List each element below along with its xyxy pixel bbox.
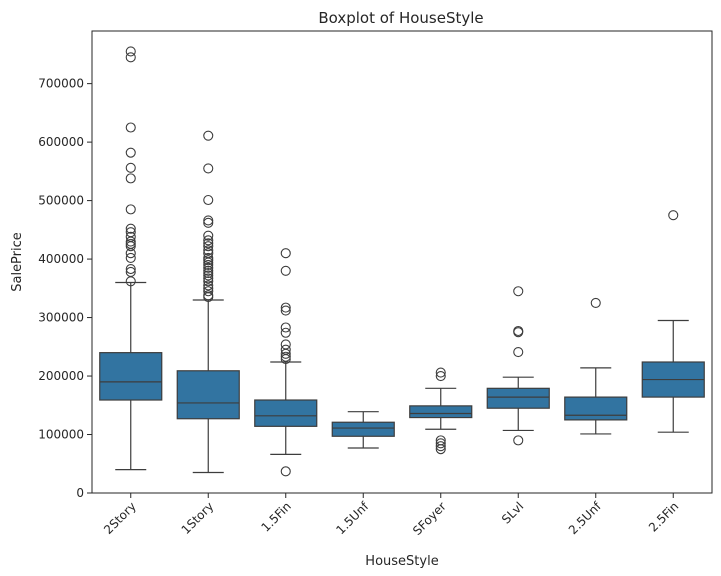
outlier-point: [435, 438, 446, 449]
outlier-point: [435, 367, 446, 378]
outlier-point: [125, 52, 136, 63]
outlier-point: [203, 255, 214, 266]
x-tick-label: 2.5Fin: [646, 499, 681, 534]
outlier-point: [203, 248, 214, 259]
outlier-point: [513, 435, 524, 446]
outlier-point: [125, 223, 136, 234]
outlier-point: [280, 351, 291, 362]
y-tick-label: 300000: [38, 311, 84, 325]
outlier-point: [280, 322, 291, 333]
outlier-point: [203, 283, 214, 294]
x-axis-title: HouseStyle: [365, 554, 438, 569]
outlier-point: [280, 344, 291, 355]
outlier-point: [590, 297, 601, 308]
x-tick-label: 2.5Unf: [566, 499, 605, 538]
outlier-point: [280, 305, 291, 316]
outlier-point: [203, 215, 214, 226]
y-tick-label: 700000: [38, 77, 84, 91]
outlier-point: [203, 130, 214, 141]
outlier-point: [125, 227, 136, 238]
box-group-2-5unf: [564, 297, 628, 435]
iqr-box: [99, 352, 163, 401]
outlier-point: [203, 280, 214, 291]
box-group-sfoyer: [409, 367, 473, 455]
outlier-point: [203, 241, 214, 252]
y-tick-label: 100000: [38, 428, 84, 442]
outlier-point: [125, 263, 136, 275]
y-tick-label: 500000: [38, 194, 84, 208]
box-group-2-5fin: [641, 210, 705, 433]
y-axis-title: SalePrice: [10, 232, 25, 292]
outlier-point: [125, 162, 136, 173]
outlier-point: [125, 46, 136, 57]
outlier-point: [668, 210, 679, 221]
outlier-point: [280, 339, 291, 350]
outlier-point: [513, 347, 524, 358]
box-group-1-5unf: [331, 411, 395, 449]
outlier-point: [125, 231, 136, 242]
outlier-point: [203, 259, 214, 270]
outlier-point: [203, 270, 214, 281]
y-tick-label: 200000: [38, 369, 84, 383]
outlier-point: [203, 235, 214, 246]
x-tick-label: SFoyer: [410, 499, 449, 538]
outlier-point: [125, 147, 136, 158]
outlier-point: [203, 194, 214, 206]
outlier-point: [203, 217, 214, 228]
outlier-point: [125, 238, 136, 249]
outlier-point: [203, 252, 214, 263]
x-tick-label: 1.5Unf: [333, 499, 372, 538]
outlier-point: [203, 262, 214, 273]
outlier-point: [280, 327, 291, 338]
iqr-box: [331, 421, 395, 437]
outlier-point: [435, 435, 446, 446]
outlier-point: [203, 265, 214, 276]
outlier-point: [513, 325, 524, 337]
outlier-point: [203, 268, 214, 279]
outlier-point: [125, 204, 136, 215]
box-group-1story: [176, 130, 240, 474]
outlier-point: [435, 441, 446, 452]
outlier-point: [203, 273, 214, 284]
outlier-point: [203, 245, 214, 256]
iqr-box: [176, 370, 240, 420]
outlier-point: [280, 302, 291, 313]
outlier-point: [513, 286, 524, 297]
outlier-point: [203, 230, 214, 241]
outlier-point: [125, 122, 136, 133]
y-tick-label: 0: [76, 486, 84, 500]
x-tick-label: SLvl: [499, 499, 526, 526]
box-group-slvl: [486, 286, 550, 446]
outlier-point: [280, 265, 291, 276]
y-axis: 0 100000 200000 300000 400000 500000 600000 700…: [38, 77, 92, 500]
y-tick-label: 600000: [38, 135, 84, 149]
chart-title: Boxplot of HouseStyle: [318, 9, 483, 27]
x-tick-label: 1Story: [179, 499, 217, 537]
outlier-point: [435, 370, 446, 382]
box-group-2story: [99, 46, 163, 471]
outlier-point: [125, 266, 136, 277]
plot-area: [99, 46, 705, 477]
outlier-point: [280, 248, 291, 259]
y-tick-label: 400000: [38, 252, 84, 266]
outlier-point: [203, 238, 214, 249]
iqr-box: [486, 387, 550, 409]
outlier-point: [125, 173, 136, 184]
outlier-point: [203, 286, 214, 297]
x-tick-label: 1.5Fin: [258, 499, 293, 534]
iqr-box: [409, 405, 473, 419]
box-group-1-5fin: [254, 248, 318, 477]
iqr-box: [254, 399, 318, 427]
x-tick-label: 2Story: [101, 499, 139, 537]
plot-frame: [91, 30, 713, 494]
x-axis: 2Story 1Story 1.5Fin 1.5Unf SFoyer SLvl 2.5Unf…: [101, 493, 681, 538]
iqr-box: [564, 396, 628, 421]
outlier-point: [125, 252, 136, 263]
outlier-point: [203, 163, 214, 174]
outlier-point: [203, 290, 214, 301]
outlier-point: [280, 466, 291, 477]
outlier-point: [203, 276, 214, 287]
